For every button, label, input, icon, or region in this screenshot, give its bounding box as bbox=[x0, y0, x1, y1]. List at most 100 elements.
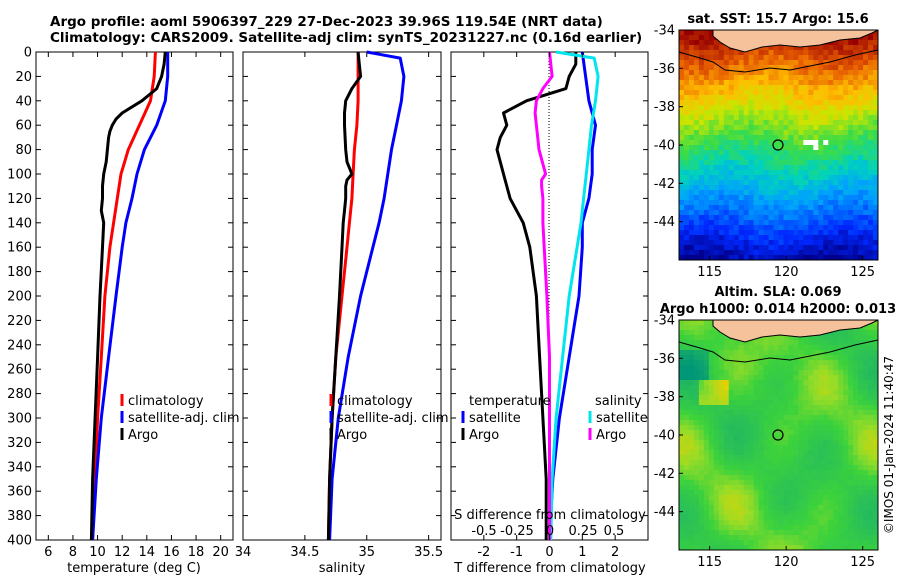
map-cell bbox=[753, 130, 760, 136]
map-cell bbox=[688, 205, 695, 211]
map-cell bbox=[873, 400, 879, 406]
map-cell bbox=[733, 55, 740, 61]
map-cell bbox=[863, 190, 869, 196]
map-cell bbox=[698, 540, 705, 546]
map-cell bbox=[703, 360, 710, 366]
map-cell bbox=[778, 540, 784, 546]
map-cell bbox=[788, 485, 794, 491]
map-cell bbox=[868, 430, 874, 436]
map-cell bbox=[868, 110, 874, 116]
map-cell bbox=[768, 100, 774, 106]
map-cell bbox=[863, 230, 869, 236]
map-cell bbox=[788, 460, 794, 466]
map-cell bbox=[713, 540, 720, 546]
map-cell bbox=[753, 500, 760, 506]
map-cell bbox=[828, 180, 834, 186]
map-cell bbox=[853, 140, 859, 146]
map-cell bbox=[823, 415, 829, 421]
map-cell bbox=[703, 125, 710, 131]
map-cell bbox=[813, 455, 819, 461]
map-cell bbox=[778, 50, 784, 56]
map-cell bbox=[758, 425, 764, 431]
map-cell bbox=[803, 55, 809, 61]
map-cell bbox=[848, 530, 854, 536]
map-cell bbox=[748, 210, 755, 216]
map-cell bbox=[733, 435, 740, 441]
map-cell bbox=[853, 150, 859, 156]
map-cell bbox=[708, 390, 715, 396]
map-cell bbox=[679, 410, 685, 416]
map-cell bbox=[793, 455, 799, 461]
map-cell bbox=[748, 240, 755, 246]
map-cell bbox=[873, 105, 879, 111]
map-cell bbox=[728, 505, 735, 511]
map-cell bbox=[758, 355, 764, 361]
map-cell bbox=[683, 230, 690, 236]
map-cell bbox=[848, 40, 854, 46]
map-cell bbox=[723, 490, 730, 496]
map-cell bbox=[703, 235, 710, 241]
map-cell bbox=[718, 350, 725, 356]
map-cell bbox=[858, 155, 864, 161]
map-cell bbox=[733, 85, 740, 91]
map-cell bbox=[863, 120, 869, 126]
map-cell bbox=[753, 375, 760, 381]
map-cell bbox=[713, 385, 720, 391]
map-cell bbox=[728, 445, 735, 451]
map-cell bbox=[863, 70, 869, 76]
map-cell bbox=[818, 235, 824, 241]
map-cell bbox=[838, 460, 844, 466]
map-cell bbox=[753, 530, 760, 536]
map-cell bbox=[768, 230, 774, 236]
map-cell bbox=[823, 120, 829, 126]
map-cell bbox=[838, 105, 844, 111]
map-cell bbox=[838, 165, 844, 171]
map-cell bbox=[698, 180, 705, 186]
map-cell bbox=[848, 195, 854, 201]
map-cell bbox=[803, 405, 809, 411]
map-cell bbox=[873, 50, 879, 56]
map-cell bbox=[783, 340, 789, 346]
y-tick-label: 340 bbox=[7, 460, 32, 475]
map-cell bbox=[838, 250, 844, 256]
map-cell bbox=[873, 350, 879, 356]
map-cell bbox=[733, 375, 740, 381]
map-cell bbox=[858, 520, 864, 526]
map-cell bbox=[868, 415, 874, 421]
map-cell bbox=[788, 185, 794, 191]
map-cell bbox=[813, 415, 819, 421]
map-cell bbox=[733, 360, 740, 366]
map-cell bbox=[763, 190, 769, 196]
map-cell bbox=[683, 175, 690, 181]
map-cell bbox=[808, 165, 814, 171]
map-cell bbox=[753, 220, 760, 226]
map-cell bbox=[723, 390, 730, 396]
map-cell bbox=[858, 200, 864, 206]
map-cell bbox=[698, 380, 705, 386]
map-cell bbox=[788, 350, 794, 356]
map-cell bbox=[723, 240, 730, 246]
map-cell bbox=[708, 150, 715, 156]
map-cell bbox=[728, 490, 735, 496]
map-cell bbox=[848, 135, 854, 141]
map-cell bbox=[783, 130, 789, 136]
map-cell bbox=[773, 530, 779, 536]
map-cell bbox=[788, 240, 794, 246]
map-cell bbox=[808, 240, 814, 246]
map-cell bbox=[838, 215, 844, 221]
map-cell bbox=[703, 435, 710, 441]
map-cell bbox=[703, 140, 710, 146]
map-cell bbox=[718, 525, 725, 531]
map-cell bbox=[718, 120, 725, 126]
map-cell bbox=[778, 475, 784, 481]
map-cell bbox=[768, 455, 774, 461]
map-cell bbox=[863, 255, 869, 261]
map-cell bbox=[748, 340, 755, 346]
map-cell bbox=[818, 230, 824, 236]
map-cell bbox=[723, 95, 730, 101]
map-cell bbox=[708, 35, 715, 41]
map-cell bbox=[788, 100, 794, 106]
map-cell bbox=[833, 220, 839, 226]
map-cell bbox=[748, 505, 755, 511]
map-cell bbox=[718, 405, 725, 411]
